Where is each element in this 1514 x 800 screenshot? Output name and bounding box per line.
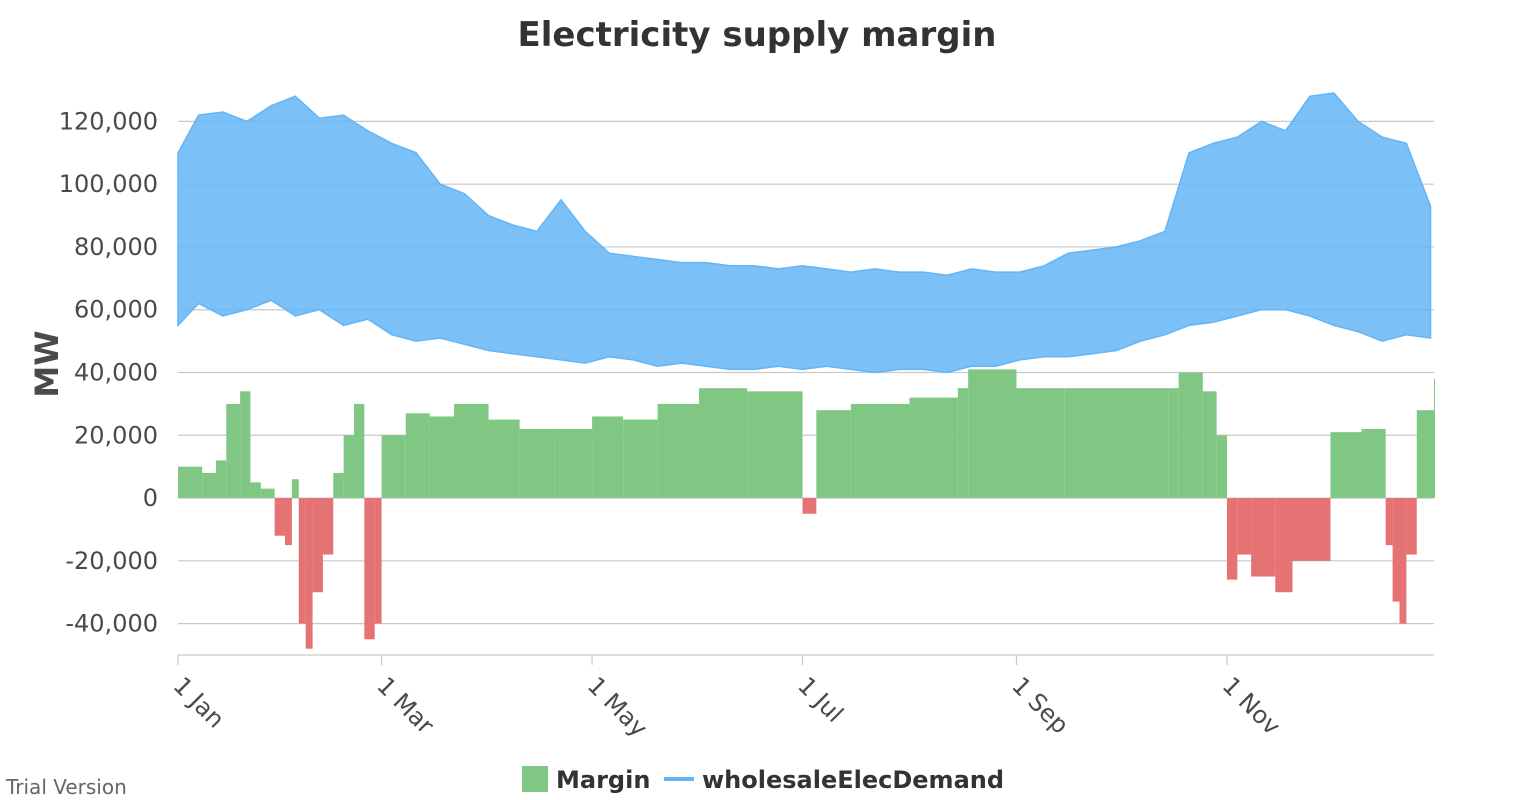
margin-bar [353,403,365,499]
x-tick-label: 1 Jan [168,671,230,733]
margin-bar [519,429,555,499]
chart-title: Electricity supply margin [518,15,997,55]
margin-bar [381,435,406,499]
margin-bar [968,369,1017,499]
legend[interactable]: Margin wholesaleElecDemand [522,766,1004,794]
margin-bar [657,403,700,499]
margin-bar [1202,391,1217,499]
legend-item-demand[interactable]: wholesaleElecDemand [664,766,1004,794]
margin-bar [1416,410,1434,499]
margin-bar [1120,388,1169,499]
margin-bar [343,435,354,499]
legend-label-demand: wholesaleElecDemand [702,766,1004,794]
margin-bar [909,397,958,499]
margin-bar [1406,498,1417,555]
x-tick-label: 1 Nov [1217,671,1286,740]
margin-bar [816,410,851,499]
y-axis-label: MW [28,330,66,397]
margin-bar [322,498,334,555]
margin-bar [623,419,658,499]
margin-bar [429,416,455,499]
margin-bar [1251,498,1276,577]
margin-bar [250,482,261,499]
margin-bar [274,498,285,536]
y-axis-ticks: -40,000 -20,000 0 20,000 40,000 60,000 80,000 1… [59,107,158,637]
y-tick-label: 80,000 [74,233,158,261]
margin-bar [333,472,344,499]
margin-bar [850,403,910,499]
margin-bar [488,419,520,499]
y-tick-label: -20,000 [65,547,158,575]
margin-bar [1064,388,1120,499]
margin-bar [1237,498,1252,555]
margin-bar [298,498,306,624]
x-tick-label: 1 Jul [792,671,848,727]
margin-bar [1385,498,1393,546]
y-tick-label: 20,000 [74,421,158,449]
margin-bar [802,498,817,514]
margin-bar [1361,429,1386,499]
x-tick-label: 1 Sep [1006,671,1074,739]
margin-bar [1216,435,1227,499]
margin-bar [305,498,313,649]
margin-bar [554,429,593,499]
margin-bar [1275,498,1293,593]
legend-item-margin[interactable]: Margin [522,766,650,794]
margin-bar [747,391,803,499]
legend-swatch-margin [522,766,548,792]
watermark: Trial Version [6,775,127,799]
y-tick-label: -40,000 [65,610,158,638]
margin-bar [260,488,275,499]
demand-series [177,92,1432,374]
margin-bar [202,472,216,499]
margin-bar [284,498,292,546]
demand-series-band [177,92,1432,374]
margin-bar [1016,388,1065,499]
margin-bar [1168,388,1179,499]
margin-bar [226,403,241,499]
margin-bar [1399,498,1407,624]
y-tick-label: 60,000 [74,296,158,324]
y-tick-label: 120,000 [59,107,158,135]
margin-bar [592,416,624,499]
x-tick-label: 1 May [582,671,653,742]
margin-bar [215,460,227,499]
margin-bar [1392,498,1400,602]
margin-bar [454,403,489,499]
margin-bar [178,466,203,499]
y-tick-label: 0 [143,484,158,512]
margin-bar [291,479,299,499]
y-tick-label: 40,000 [74,359,158,387]
margin-bar [1178,372,1203,499]
y-tick-label: 100,000 [59,170,158,198]
x-axis-ticks: 1 Jan 1 Mar 1 May 1 Jul 1 Sep 1 Nov [168,655,1286,743]
margin-bar [240,391,251,499]
margin-bar [405,413,430,499]
margin-bar [699,388,748,499]
margin-bar [957,388,969,499]
margin-bar [374,498,382,624]
legend-label-margin: Margin [556,766,650,794]
margin-bar [1292,498,1331,561]
margin-bar [1330,432,1362,499]
margin-bar [312,498,323,593]
margin-series [178,369,1435,649]
margin-bar [1226,498,1238,580]
margin-bar [1434,378,1435,499]
margin-bar [364,498,375,640]
x-tick-label: 1 Mar [371,671,439,739]
